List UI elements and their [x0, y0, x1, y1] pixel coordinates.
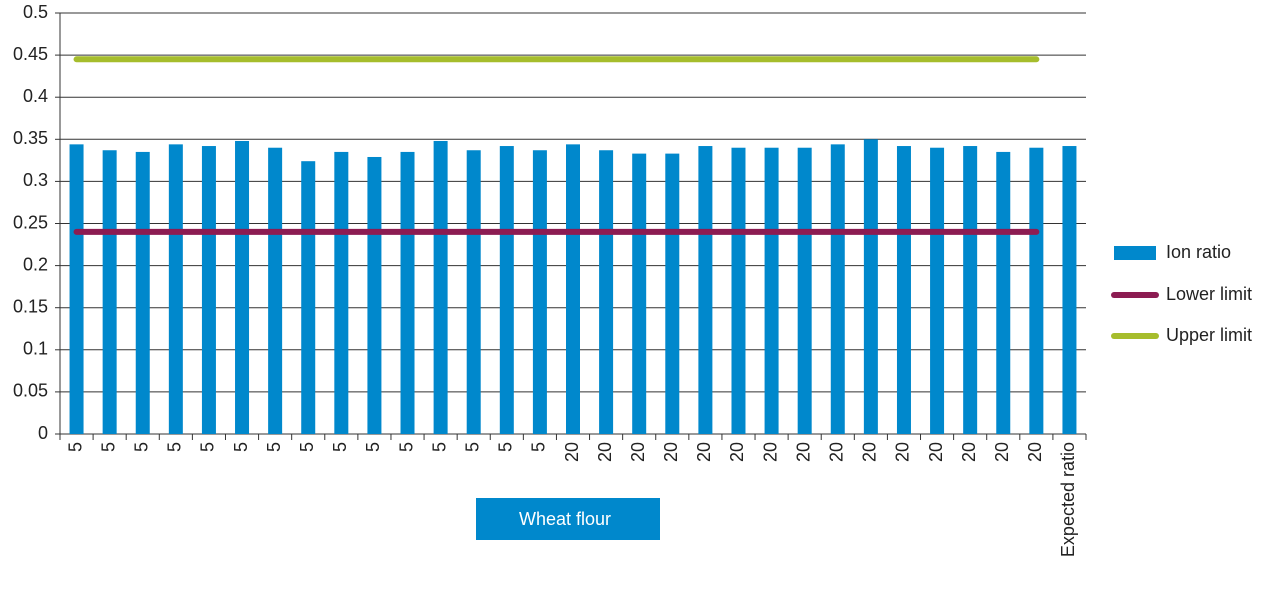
bar: [896, 146, 911, 434]
x-tick-label: 5: [429, 442, 449, 452]
x-tick-label: Expected ratio: [1058, 442, 1078, 557]
bar: [301, 161, 316, 434]
x-tick-label: 20: [694, 442, 714, 462]
x-tick-label: 20: [727, 442, 747, 462]
x-tick-label: 5: [363, 442, 383, 452]
bar: [698, 146, 713, 434]
y-tick-label: 0.4: [23, 86, 48, 106]
x-tick-label: 5: [98, 442, 118, 452]
legend-label: Lower limit: [1166, 284, 1252, 304]
x-tick-label: 5: [297, 442, 317, 452]
x-tick-label: 5: [131, 442, 151, 452]
annotation-box: [476, 498, 660, 540]
legend-swatch: [1114, 246, 1156, 260]
bar: [400, 151, 415, 434]
bar: [830, 144, 845, 435]
bar: [963, 146, 978, 434]
y-tick-label: 0.35: [13, 128, 48, 148]
bar: [367, 156, 382, 434]
y-tick-label: 0.45: [13, 44, 48, 64]
x-tick-label: 20: [595, 442, 615, 462]
x-tick-label: 20: [661, 442, 681, 462]
bar: [499, 146, 514, 434]
y-tick-label: 0.25: [13, 212, 48, 232]
bar: [268, 147, 283, 434]
bar: [1062, 146, 1077, 434]
legend-label: Upper limit: [1166, 325, 1252, 345]
bar: [201, 146, 216, 434]
x-tick-label: 5: [165, 442, 185, 452]
x-tick-label: 5: [396, 442, 416, 452]
x-tick-label: 20: [827, 442, 847, 462]
x-tick-label: 20: [926, 442, 946, 462]
x-tick-label: 20: [992, 442, 1012, 462]
bar: [235, 140, 250, 434]
y-tick-label: 0: [38, 423, 48, 443]
bar: [135, 151, 150, 434]
y-tick-label: 0.15: [13, 296, 48, 316]
y-tick-label: 0.3: [23, 170, 48, 190]
x-tick-label: 5: [198, 442, 218, 452]
x-tick-label: 5: [231, 442, 251, 452]
bar: [532, 150, 547, 434]
bar: [665, 153, 680, 434]
x-tick-label: 5: [462, 442, 482, 452]
x-tick-label: 20: [628, 442, 648, 462]
x-tick-label: 20: [793, 442, 813, 462]
bar: [102, 150, 117, 434]
bar: [797, 147, 812, 434]
y-tick-label: 0.5: [23, 2, 48, 22]
bar: [1029, 147, 1044, 434]
bar: [466, 150, 481, 434]
x-tick-label: 5: [496, 442, 516, 452]
x-tick-label: 5: [330, 442, 350, 452]
y-tick-label: 0.1: [23, 339, 48, 359]
bar: [731, 147, 746, 434]
legend-label: Ion ratio: [1166, 242, 1231, 262]
bar: [996, 151, 1011, 434]
bar: [599, 150, 614, 434]
x-tick-label: 20: [562, 442, 582, 462]
bar: [433, 140, 448, 434]
x-tick-label: 5: [65, 442, 85, 452]
bar: [334, 151, 349, 434]
x-tick-label: 5: [264, 442, 284, 452]
bar: [764, 147, 779, 434]
x-tick-label: 20: [1025, 442, 1045, 462]
y-tick-label: 0.05: [13, 381, 48, 401]
bar: [566, 144, 580, 435]
bar: [168, 144, 183, 435]
bar: [930, 147, 945, 434]
x-tick-label: 20: [893, 442, 913, 462]
x-tick-label: 20: [760, 442, 780, 462]
y-tick-label: 0.2: [23, 254, 48, 274]
x-tick-label: 20: [860, 442, 880, 462]
x-tick-label: 20: [959, 442, 979, 462]
bar: [632, 153, 647, 434]
x-tick-label: 5: [529, 442, 549, 452]
annotation: Wheat flour: [519, 509, 611, 529]
bar: [69, 144, 84, 435]
bar: [863, 139, 878, 435]
